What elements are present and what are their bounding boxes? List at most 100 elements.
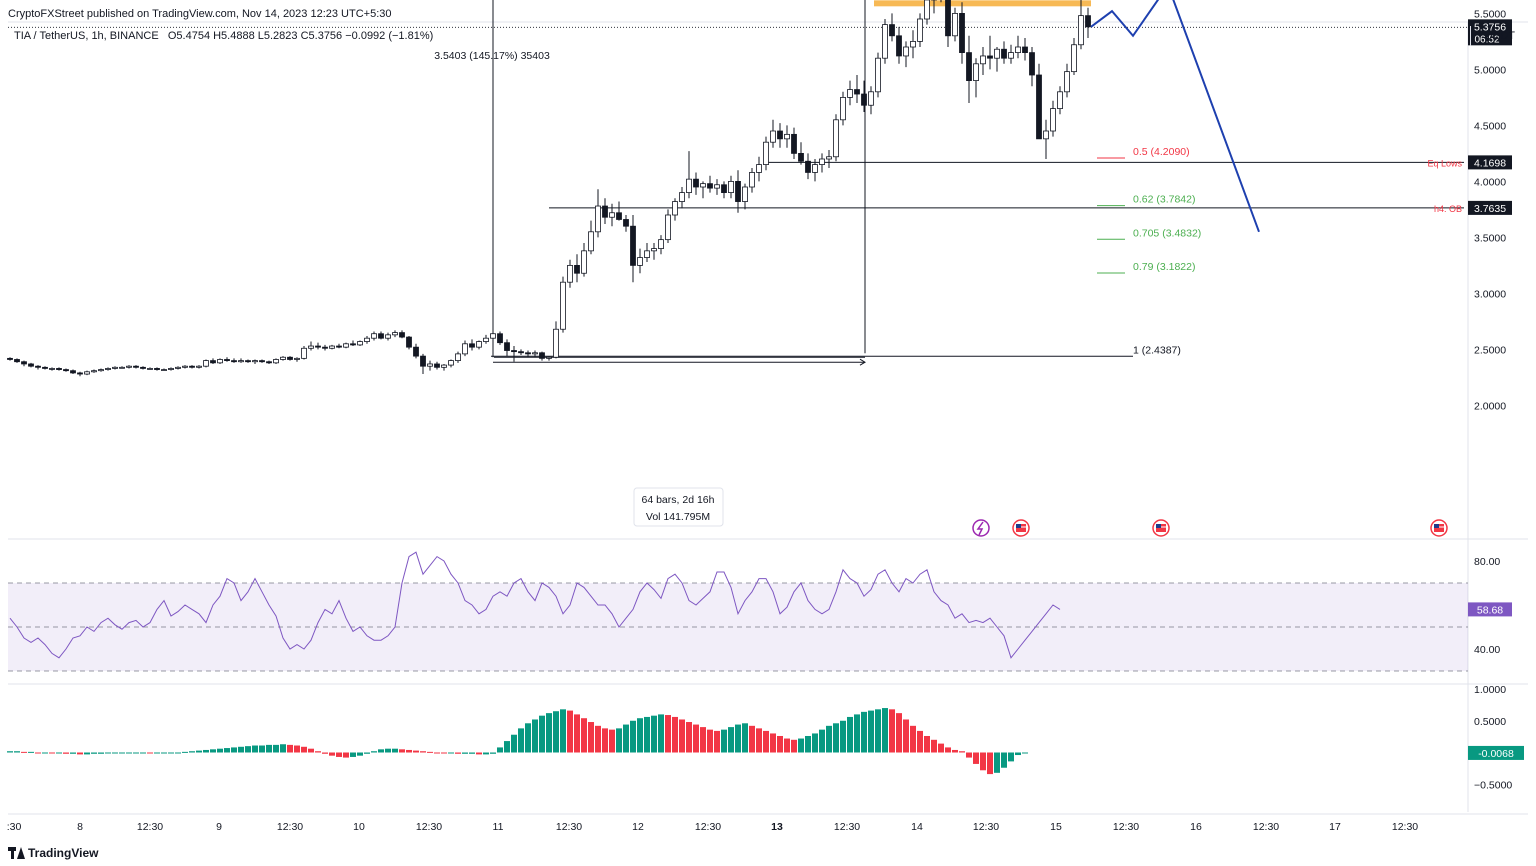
osc-bar <box>77 752 83 755</box>
candle-body <box>1022 46 1028 53</box>
candle-body <box>553 328 559 358</box>
candle-body <box>1064 71 1070 93</box>
osc-bar <box>357 752 363 756</box>
time-axis-tick: 12:30 <box>1113 821 1139 833</box>
candle-body <box>140 366 146 369</box>
candle-body <box>868 91 874 106</box>
candle-body <box>322 346 328 349</box>
candle-body <box>637 257 643 266</box>
candle-body <box>721 184 727 193</box>
osc-bar <box>21 751 27 753</box>
osc-bar <box>462 752 468 754</box>
candle-body <box>266 361 272 364</box>
osc-bar <box>98 752 104 754</box>
symbol-title[interactable]: TIA / TetherUS, 1h, BINANCE <box>14 30 159 42</box>
candle-body <box>784 133 790 140</box>
candle-body <box>539 352 545 359</box>
osc-bar <box>987 752 993 775</box>
candle-body <box>441 364 447 368</box>
time-axis-tick: 14 <box>911 821 923 833</box>
candle-body <box>273 359 279 364</box>
osc-bar <box>406 749 412 753</box>
candle-body <box>511 350 517 353</box>
candle-body <box>532 352 538 355</box>
candle-body <box>147 368 153 370</box>
candle-body <box>910 41 916 48</box>
osc-bar <box>490 752 496 754</box>
osc-bar <box>238 746 244 753</box>
osc-bar <box>287 744 293 753</box>
currency-button[interactable]: USDT <box>1470 26 1529 46</box>
osc-bar <box>329 752 335 756</box>
candle-body <box>21 361 27 365</box>
candle-body <box>336 345 342 348</box>
candle-body <box>574 264 580 274</box>
osc-bar <box>686 722 692 753</box>
candle-body <box>497 333 503 344</box>
osc-bar <box>42 752 48 754</box>
osc-bar <box>196 750 202 753</box>
osc-bar <box>280 744 286 753</box>
ohlc-values: O5.4754 H5.4888 L5.2823 C5.3756 −0.0992 … <box>167 30 434 42</box>
osc-bar <box>672 716 678 753</box>
osc-bar <box>448 752 454 754</box>
candle-body <box>35 365 41 368</box>
candle-body <box>420 355 426 367</box>
time-axis-tick: 15 <box>1050 821 1062 833</box>
osc-bar <box>721 729 727 753</box>
candle-body <box>987 55 993 59</box>
osc-bar <box>231 747 237 753</box>
osc-bar <box>553 711 559 753</box>
candle-body <box>651 248 657 252</box>
osc-bar <box>147 752 153 754</box>
candle-body <box>154 368 160 370</box>
measure-volume-label: Vol 141.795M <box>646 511 710 523</box>
candle-body <box>84 371 90 375</box>
osc-axis-tick: 1.0000 <box>1474 684 1506 696</box>
candle-body <box>861 93 867 106</box>
osc-bar <box>532 719 538 753</box>
candle-body <box>609 212 615 218</box>
osc-bar <box>161 752 167 754</box>
osc-bar <box>693 724 699 753</box>
osc-bar <box>427 751 433 753</box>
osc-bar <box>413 750 419 753</box>
fib-level-label: 0.62 (3.7842) <box>1133 194 1195 206</box>
osc-bar <box>1001 752 1007 768</box>
osc-bar <box>749 725 755 753</box>
candle-body <box>238 360 244 363</box>
osc-bar <box>294 745 300 753</box>
candle-body <box>1071 44 1077 73</box>
osc-bar <box>483 752 489 755</box>
tradingview-brand[interactable]: TradingView <box>8 846 98 860</box>
time-axis-tick: 10 <box>353 821 365 833</box>
time-axis-tick: 13 <box>771 821 783 833</box>
osc-bar <box>1015 752 1021 756</box>
candle-body <box>749 172 755 188</box>
horizontal-level-name: h4. OB <box>1434 204 1462 214</box>
rsi-line <box>9 551 1061 659</box>
osc-bar <box>980 752 986 771</box>
time-axis-tick: 12 <box>632 821 644 833</box>
candle-body <box>1057 91 1063 110</box>
osc-bar <box>175 752 181 754</box>
osc-bar <box>273 744 279 753</box>
candle-body <box>742 186 748 202</box>
osc-bar <box>889 709 895 753</box>
candle-body <box>735 180 741 202</box>
osc-bar <box>854 714 860 753</box>
osc-bar <box>140 752 146 754</box>
candle-body <box>805 160 811 173</box>
osc-bar <box>623 724 629 753</box>
osc-bar <box>70 752 76 754</box>
candle-body <box>70 370 76 374</box>
osc-bar <box>56 752 62 754</box>
us-flag-event-icon <box>1430 519 1448 537</box>
osc-bar <box>952 749 958 753</box>
level-price-badge-text: 4.1698 <box>1474 157 1506 169</box>
candle-body <box>1015 46 1021 53</box>
last-price-badge <box>1468 19 1512 46</box>
time-axis-tick: 12:30 <box>1392 821 1418 833</box>
osc-bar <box>791 739 797 753</box>
